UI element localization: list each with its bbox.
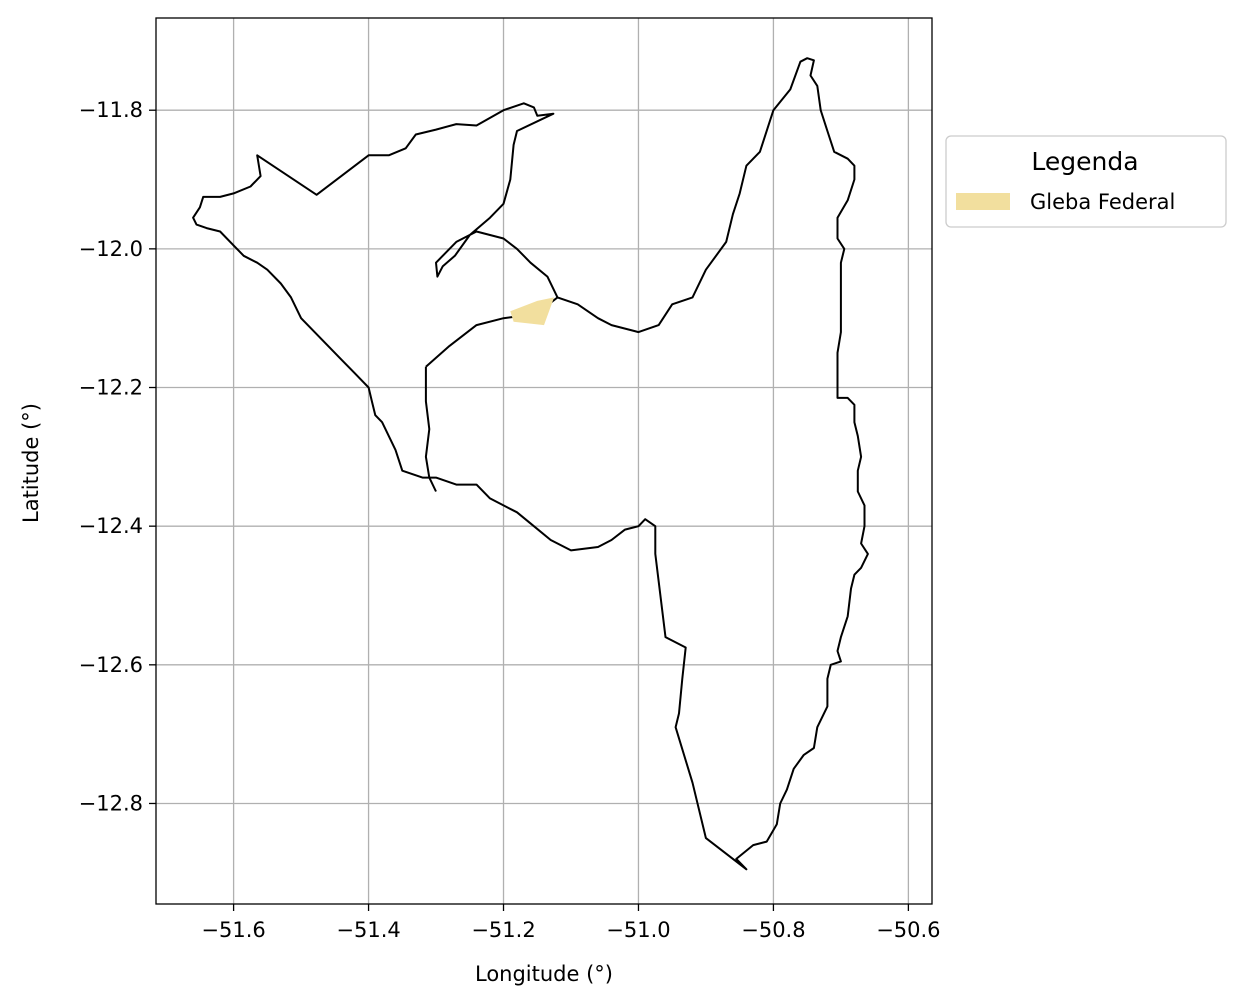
y-tick-label: −12.6 <box>79 653 143 677</box>
x-axis-label: Longitude (°) <box>475 962 613 986</box>
x-tick-label: −51.0 <box>606 918 670 942</box>
legend: Legenda Gleba Federal <box>945 135 1227 228</box>
x-tick-label: −51.2 <box>471 918 535 942</box>
legend-swatch-gleba-federal <box>956 193 1010 210</box>
y-tick-label: −11.8 <box>79 98 143 122</box>
y-tick-label: −12.4 <box>79 514 143 538</box>
y-tick-label: −12.2 <box>79 376 143 400</box>
y-axis-ticks: −11.8 −12.0 −12.2 −12.4 −12.6 −12.8 <box>79 98 156 815</box>
grid-lines <box>156 18 932 904</box>
legend-title: Legenda <box>1031 147 1138 176</box>
legend-box <box>945 135 1227 228</box>
y-tick-label: −12.8 <box>79 791 143 815</box>
y-tick-label: −12.0 <box>79 237 143 261</box>
plot-frame <box>155 17 933 905</box>
x-tick-label: −50.8 <box>741 918 805 942</box>
municipality-boundary <box>192 57 869 871</box>
x-tick-label: −51.6 <box>201 918 265 942</box>
x-tick-label: −50.6 <box>876 918 940 942</box>
gleba-federal-area <box>510 297 555 326</box>
x-tick-label: −51.4 <box>336 918 400 942</box>
inner-boundary-line <box>424 366 437 492</box>
y-axis-label: Latitude (°) <box>19 403 43 523</box>
map-features <box>192 57 869 871</box>
legend-label-gleba-federal: Gleba Federal <box>1030 190 1175 214</box>
x-axis-ticks: −51.6 −51.4 −51.2 −51.0 −50.8 −50.6 <box>201 904 941 942</box>
